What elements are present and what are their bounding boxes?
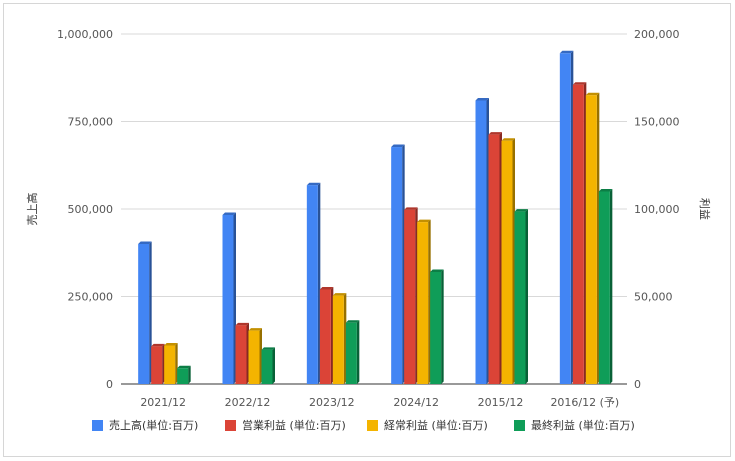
- left-tick-label: 250,000: [68, 291, 114, 304]
- x-tick-label: 2024/12: [393, 396, 439, 409]
- bar: [598, 189, 613, 384]
- legend-swatch: [92, 420, 103, 431]
- bar: [177, 365, 191, 384]
- bar: [222, 212, 236, 384]
- bar: [235, 322, 249, 384]
- bar: [488, 132, 502, 384]
- left-tick-label: 1,000,000: [57, 28, 113, 41]
- left-tick-label: 750,000: [68, 116, 114, 129]
- x-tick-label: 2016/12 (予): [550, 396, 619, 409]
- legend-item: 最終利益 (単位:百万): [514, 418, 635, 432]
- legend-label: 営業利益 (単位:百万): [242, 418, 346, 432]
- bar: [430, 269, 444, 384]
- bar: [306, 182, 321, 384]
- legend: 売上高(単位:百万) 営業利益 (単位:百万) 経常利益 (単位:百万) 最終利益 (…: [92, 418, 635, 432]
- bar: [417, 219, 431, 384]
- bar: [585, 92, 600, 384]
- bar: [514, 209, 528, 384]
- bar: [404, 207, 418, 384]
- bar: [164, 343, 178, 384]
- bar: [248, 328, 262, 384]
- right-tick-label: 150,000: [634, 116, 680, 129]
- right-tick-label: 50,000: [634, 291, 673, 304]
- bar: [319, 287, 334, 384]
- x-tick-label: 2015/12: [478, 396, 524, 409]
- legend-label: 売上高(単位:百万): [109, 418, 198, 432]
- x-tick-label: 2022/12: [225, 396, 271, 409]
- right-tick-label: 200,000: [634, 28, 680, 41]
- left-axis-title: 売上高: [25, 193, 39, 226]
- bar: [572, 82, 587, 384]
- bar: [559, 50, 574, 384]
- legend-swatch: [225, 420, 236, 431]
- legend-item: 売上高(単位:百万): [92, 418, 198, 432]
- legend-item: 経常利益 (単位:百万): [367, 418, 488, 432]
- x-tick-label: 2023/12: [309, 396, 355, 409]
- left-axis-ticks: 0 250,000 500,000 750,000 1,000,000: [57, 28, 113, 391]
- left-tick-label: 0: [106, 378, 113, 391]
- legend-swatch: [514, 420, 525, 431]
- right-tick-label: 100,000: [634, 203, 680, 216]
- bar: [345, 320, 360, 384]
- bar: [138, 241, 152, 384]
- right-axis-ticks: 0 50,000 100,000 150,000 200,000: [634, 28, 680, 391]
- left-tick-label: 500,000: [68, 203, 114, 216]
- bar: [261, 347, 275, 384]
- legend-label: 経常利益 (単位:百万): [384, 418, 488, 432]
- legend-label: 最終利益 (単位:百万): [531, 418, 635, 432]
- bars: [138, 50, 613, 384]
- bar: [391, 144, 405, 384]
- bar: [475, 98, 489, 384]
- bar: [151, 343, 165, 384]
- bar-chart: 売上高 利益 0 250,000 500,000 750,000 1,000,000 0…: [25, 28, 712, 432]
- right-tick-label: 0: [634, 378, 641, 391]
- legend-swatch: [367, 420, 378, 431]
- x-tick-label: 2021/12: [140, 396, 186, 409]
- chart-frame: 売上高 利益 0 250,000 500,000 750,000 1,000,000 0…: [3, 3, 731, 457]
- bar: [501, 138, 515, 384]
- gridlines: [121, 33, 627, 385]
- x-axis-ticks: 2021/12 2022/12 2023/12 2024/12 2015/12 2016/…: [140, 396, 619, 409]
- bar: [332, 293, 347, 384]
- right-axis-title: 利益: [698, 198, 712, 220]
- legend-item: 営業利益 (単位:百万): [225, 418, 346, 432]
